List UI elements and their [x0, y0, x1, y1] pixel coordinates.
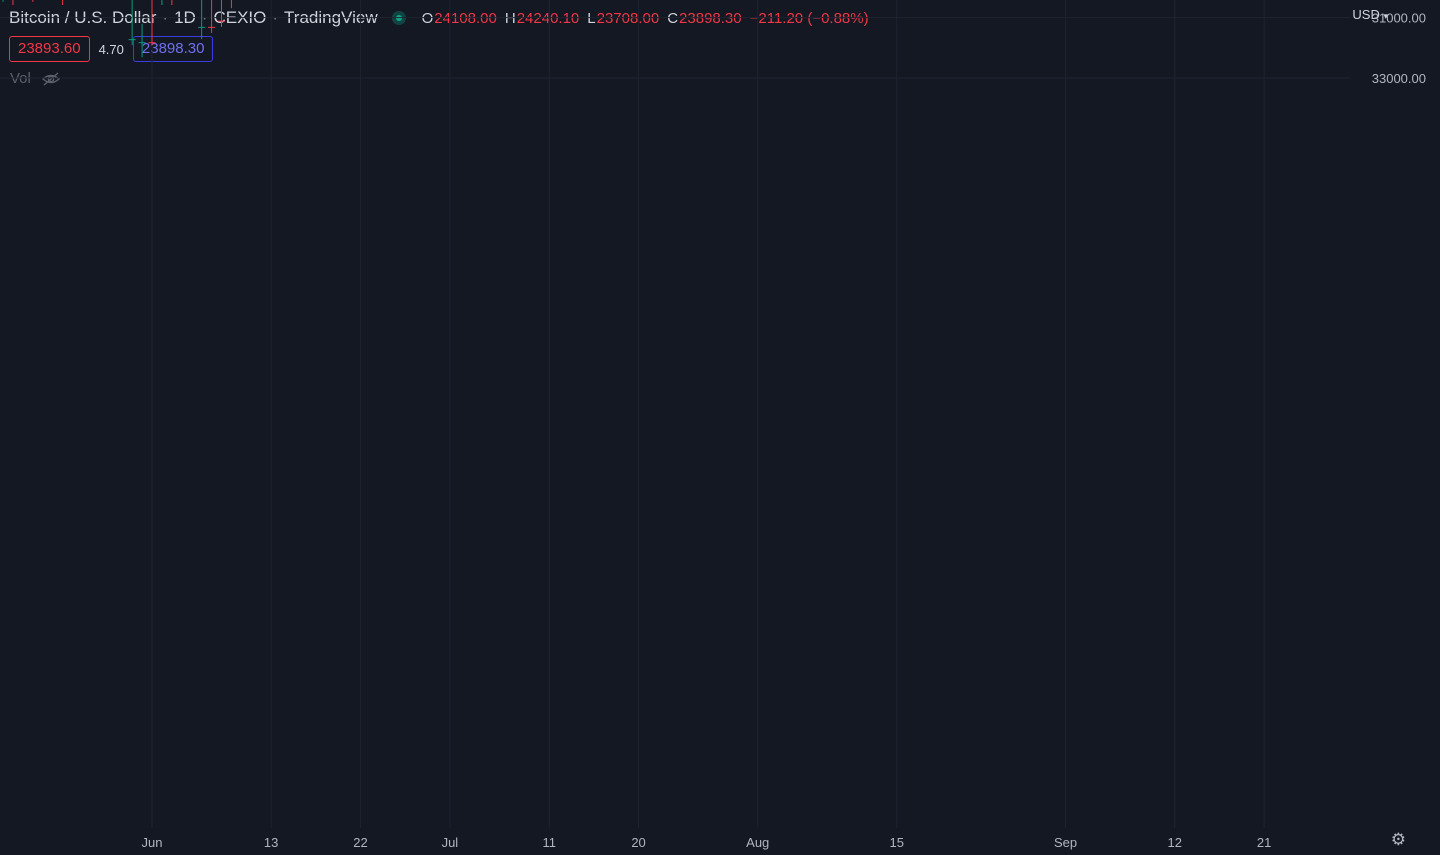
bid-ask-row: 23893.60 4.70 23898.30 — [9, 36, 214, 62]
spread-value: 4.70 — [98, 41, 124, 57]
price-axis: 33000.0031000.0029000.0028000.0027000.00… — [1372, 11, 1426, 86]
candle-down — [218, 0, 226, 27]
buy-price-button[interactable]: 23898.30 — [132, 36, 214, 62]
candle-down — [62, 0, 64, 6]
time-tick-label: Jun — [142, 835, 163, 850]
candle-down — [32, 0, 34, 2]
price-tick-label: 33000.00 — [1372, 71, 1426, 86]
price-tick-label: 31000.00 — [1372, 11, 1426, 26]
candle-body — [128, 39, 136, 41]
time-tick-label: Aug — [746, 835, 769, 850]
candle-up — [161, 0, 163, 6]
time-tick-label: 11 — [542, 835, 556, 850]
chart-grid — [0, 0, 1350, 828]
currency-selector[interactable]: USD ▾ — [1352, 7, 1388, 22]
candle-up — [138, 23, 146, 58]
candle-down — [148, 0, 156, 46]
candle-down — [171, 0, 173, 6]
candle-body — [208, 26, 216, 28]
time-tick-label: 12 — [1168, 835, 1182, 850]
time-tick-label: 20 — [631, 835, 645, 850]
candle-body — [218, 20, 226, 22]
candle-up — [198, 0, 206, 40]
time-tick-label: Sep — [1054, 835, 1077, 850]
sell-price-button[interactable]: 23893.60 — [9, 36, 90, 62]
candles — [2, 0, 232, 58]
time-axis: Jun 13 22 Jul 11 20 Aug 15 Sep 12 21 — [142, 835, 1272, 850]
candle-down — [208, 0, 216, 34]
time-tick-label: 13 — [264, 835, 278, 850]
gear-icon[interactable]: ⚙ — [1390, 830, 1406, 849]
currency-label: USD — [1352, 7, 1380, 22]
candle-body — [148, 42, 156, 44]
candle-body — [198, 26, 206, 28]
time-tick-label: 21 — [1257, 835, 1271, 850]
time-tick-label: Jul — [442, 835, 459, 850]
time-tick-label: 15 — [890, 835, 904, 850]
candle-down — [230, 0, 232, 9]
chevron-down-icon: ▾ — [1383, 11, 1388, 21]
candle-up — [2, 0, 4, 2]
candle-down — [12, 0, 14, 6]
candle-body — [138, 42, 146, 44]
time-tick-label: 22 — [353, 835, 367, 850]
candle-up — [128, 0, 136, 46]
